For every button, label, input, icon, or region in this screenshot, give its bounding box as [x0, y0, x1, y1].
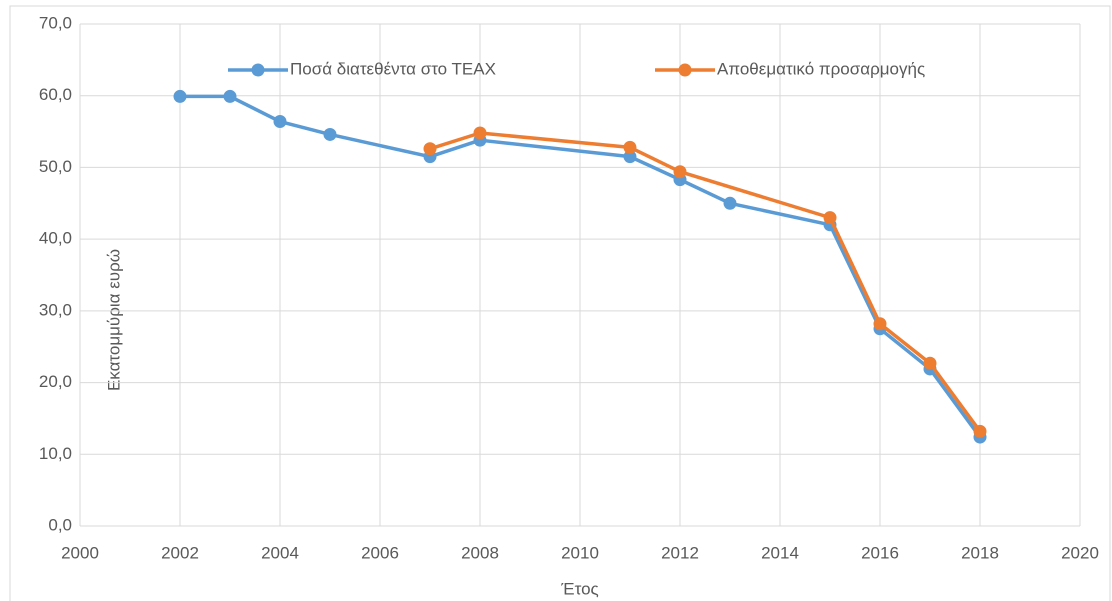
x-tick-label: 2016	[861, 543, 899, 562]
data-point	[923, 356, 937, 370]
x-tick-label: 2006	[361, 543, 399, 562]
data-point	[723, 196, 737, 210]
x-tick-label: 2008	[461, 543, 499, 562]
x-tick-label: 2004	[261, 543, 299, 562]
x-tick-label: 2002	[161, 543, 199, 562]
legend-label: Αποθεματικό προσαρμογής	[717, 59, 925, 78]
y-tick-label: 0,0	[48, 515, 72, 534]
legend-marker	[251, 63, 265, 77]
x-axis-label: Έτος	[560, 579, 598, 598]
x-tick-label: 2020	[1061, 543, 1099, 562]
y-tick-label: 50,0	[39, 157, 72, 176]
y-axis-label: Εκατομμύρια ευρώ	[104, 249, 123, 391]
x-tick-label: 2010	[561, 543, 599, 562]
data-point	[273, 115, 287, 129]
data-point	[473, 126, 487, 140]
y-tick-label: 40,0	[39, 229, 72, 248]
data-point	[223, 89, 237, 103]
data-point	[673, 165, 687, 179]
series-line	[429, 131, 982, 433]
y-tick-label: 10,0	[39, 444, 72, 463]
data-point	[323, 127, 337, 141]
data-point	[973, 424, 987, 438]
legend-marker	[678, 63, 692, 77]
x-tick-label: 2000	[61, 543, 99, 562]
data-point	[623, 150, 637, 164]
x-tick-label: 2012	[661, 543, 699, 562]
chart-frame	[9, 5, 1111, 601]
y-tick-label: 60,0	[39, 85, 72, 104]
data-point	[873, 317, 887, 331]
legend-label: Ποσά διατεθέντα στο ΤΕΑΧ	[290, 59, 496, 78]
data-point	[823, 211, 837, 225]
y-tick-label: 20,0	[39, 372, 72, 391]
data-point	[423, 142, 437, 156]
data-point	[173, 89, 187, 103]
y-tick-label: 70,0	[39, 13, 72, 32]
x-tick-label: 2018	[961, 543, 999, 562]
data-point	[623, 140, 637, 154]
y-tick-label: 30,0	[39, 300, 72, 319]
x-tick-label: 2014	[761, 543, 799, 562]
